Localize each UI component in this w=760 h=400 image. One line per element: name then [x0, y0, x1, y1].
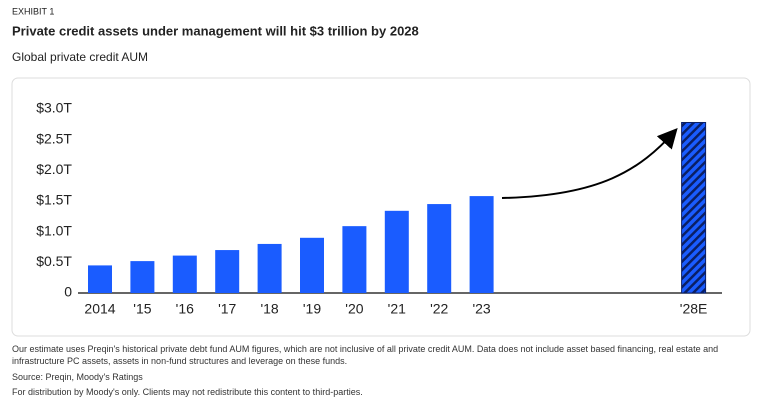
y-tick-label: $0.5T [36, 253, 72, 269]
y-tick-label: $2.0T [36, 161, 72, 177]
x-tick-label: '19 [303, 301, 321, 317]
bar [384, 210, 409, 293]
bar [130, 261, 155, 293]
bar [342, 226, 367, 293]
x-tick-label: '22 [430, 301, 448, 317]
x-tick-label: '15 [133, 301, 151, 317]
chart-subtitle: Global private credit AUM [12, 50, 148, 64]
chart: EXHIBIT 1 Private credit assets under ma… [11, 6, 751, 337]
bar [88, 265, 112, 293]
y-tick-label: 0 [64, 284, 72, 300]
bar [469, 196, 494, 293]
source: Source: Preqin, Moody's Ratings [12, 372, 143, 382]
x-tick-label: '20 [345, 301, 363, 317]
x-tick-label: '16 [176, 301, 194, 317]
y-tick-label: $1.0T [36, 222, 72, 238]
x-tick-label: '21 [388, 301, 406, 317]
x-tick-label: 2014 [84, 301, 115, 317]
exhibit-label: EXHIBIT 1 [12, 6, 54, 16]
x-tick-label: '18 [260, 301, 278, 317]
chart-frame [11, 77, 751, 337]
bar [300, 237, 324, 293]
bar [427, 204, 452, 293]
chart-title: Private credit assets under management w… [12, 23, 419, 38]
bar [257, 243, 282, 293]
y-tick-label: $3.0T [36, 100, 72, 116]
distribution: For distribution by Moody's only. Client… [12, 387, 363, 397]
y-tick-label: $1.5T [36, 192, 72, 208]
bar [681, 121, 707, 294]
bar [172, 255, 197, 293]
x-tick-label: '28E [680, 301, 708, 317]
trend-arrow [501, 128, 678, 199]
x-tick-label: '17 [218, 301, 236, 317]
footnote: Our estimate uses Preqin's historical pr… [12, 344, 719, 366]
x-tick-label: '23 [472, 301, 490, 317]
y-tick-label: $2.5T [36, 130, 72, 146]
bar [215, 250, 240, 293]
